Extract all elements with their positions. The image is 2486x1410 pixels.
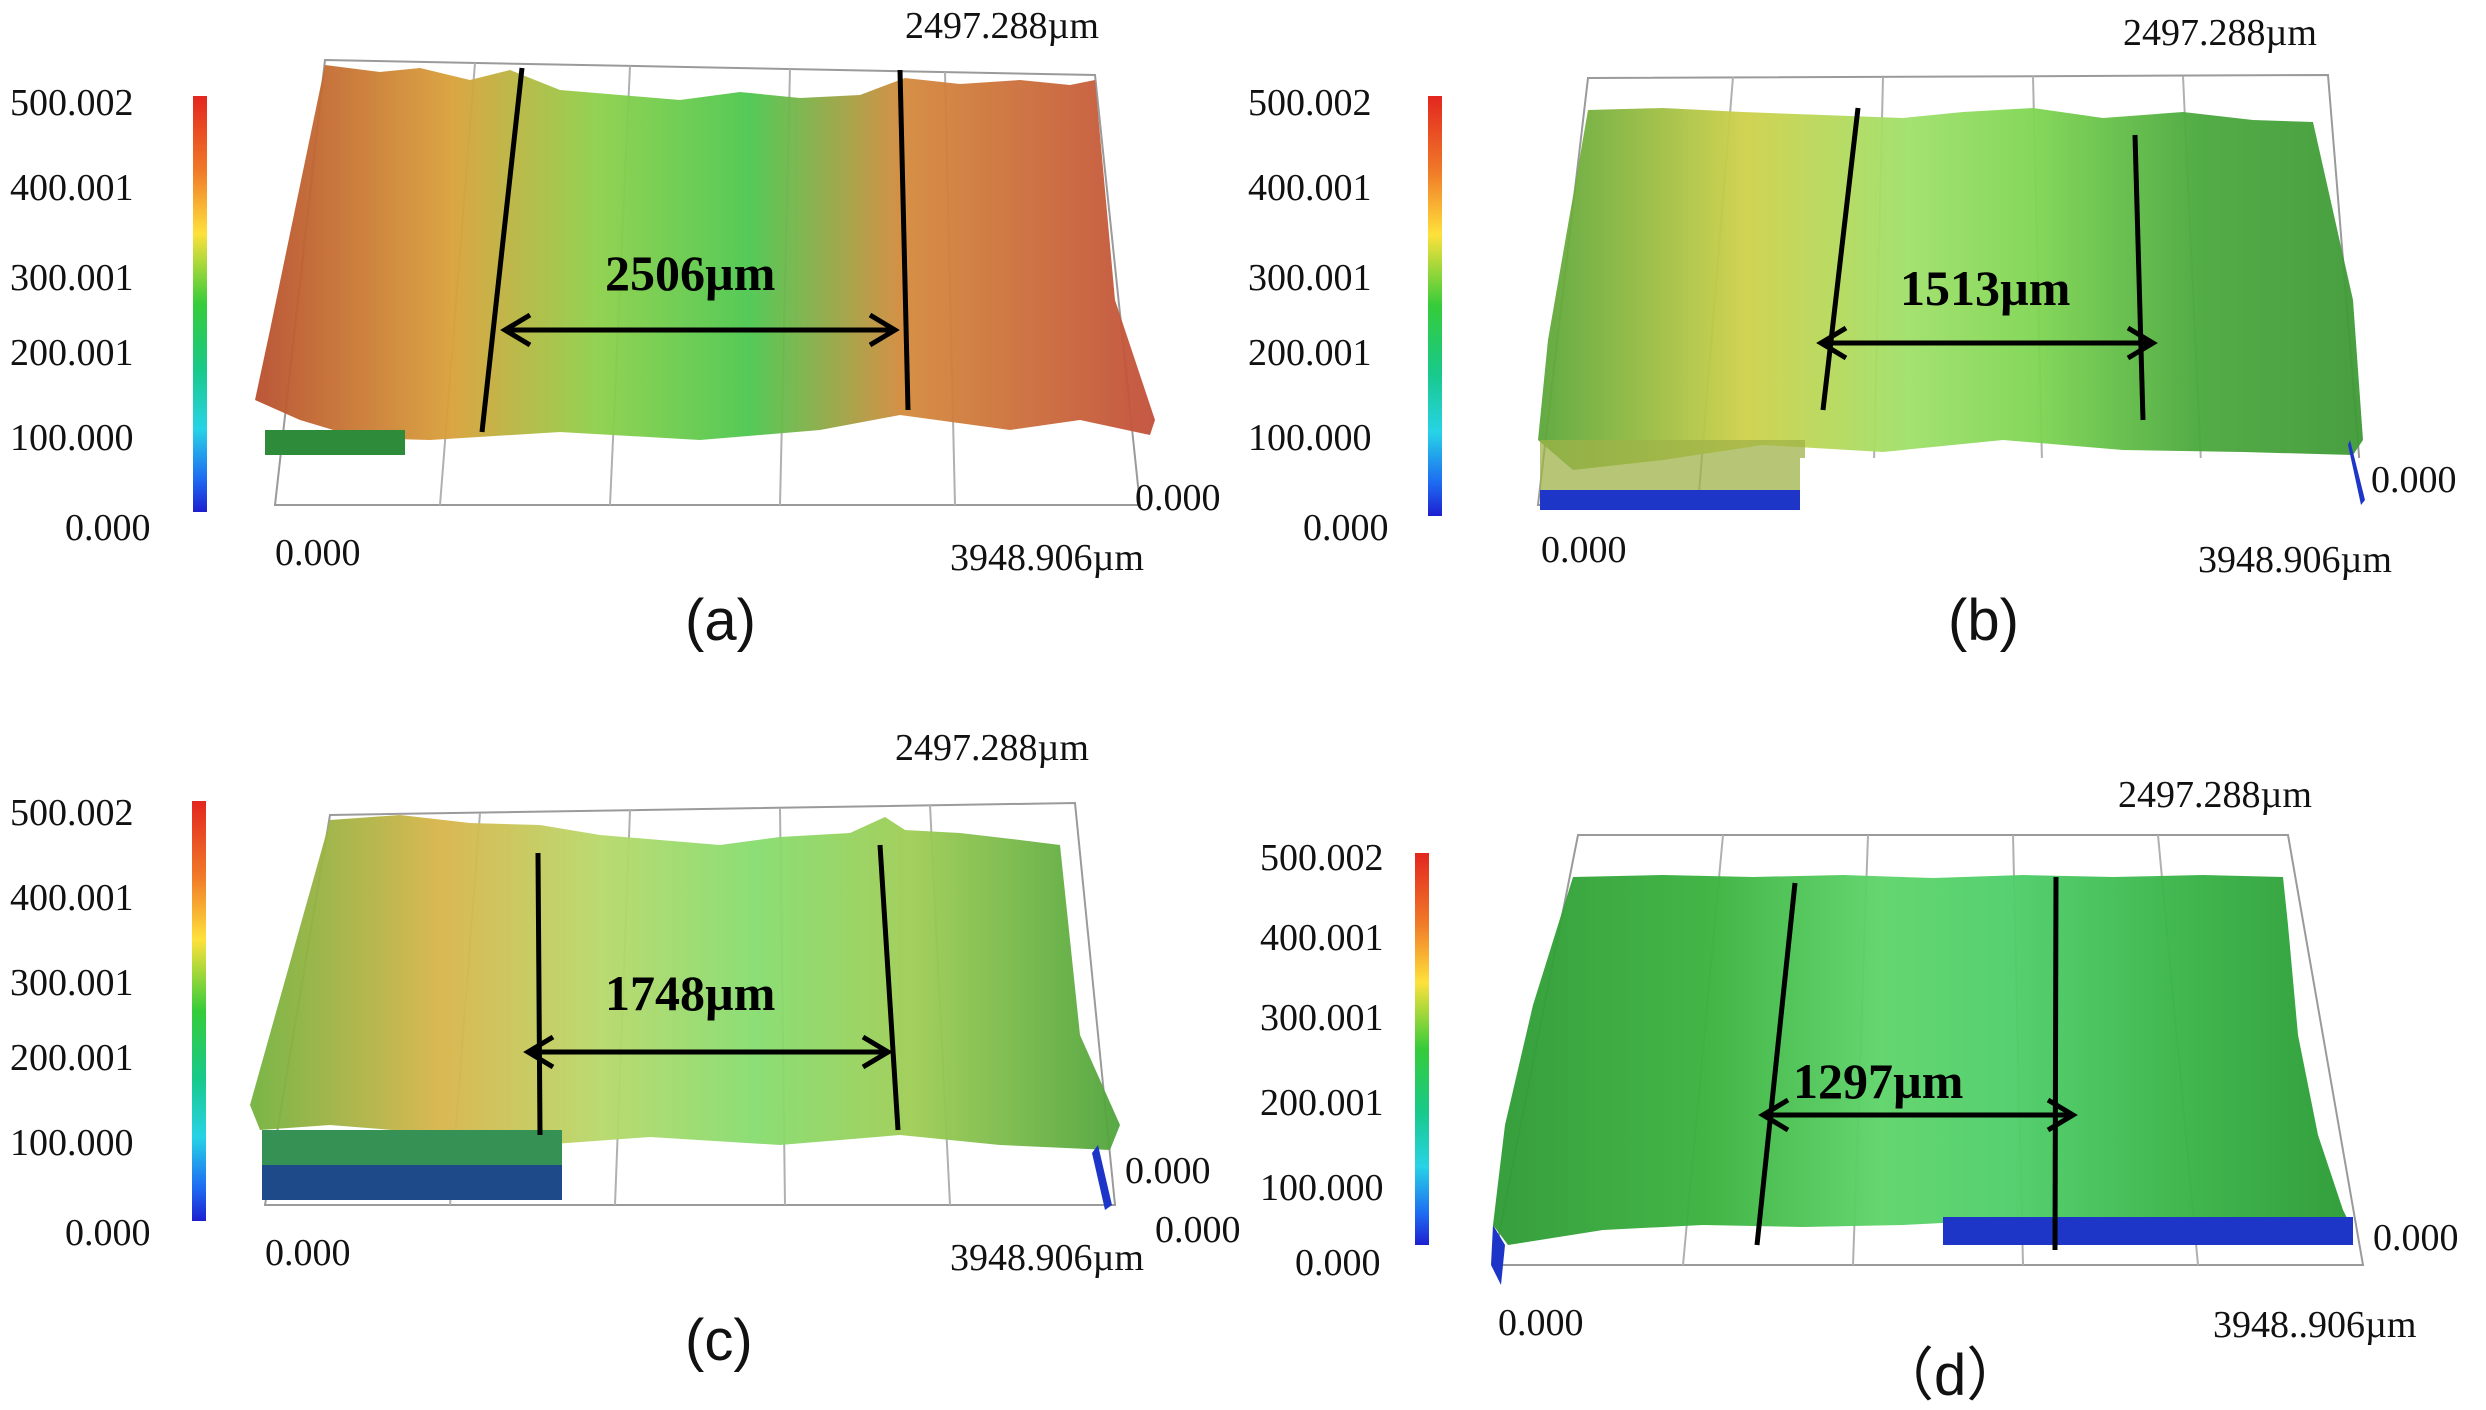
colorbar-tick: 300.001 bbox=[10, 962, 134, 1004]
z-min-label: 0.000 bbox=[1155, 1209, 1241, 1251]
surface-base bbox=[265, 430, 405, 455]
colorbar-tick: 300.001 bbox=[1248, 257, 1372, 299]
z-min-label: 0.000 bbox=[2371, 459, 2457, 501]
colorbar-tick: 0.000 bbox=[65, 1212, 151, 1254]
colorbar-tick: 400.001 bbox=[1248, 167, 1372, 209]
boundary-line bbox=[2052, 876, 2059, 1251]
surface-base bbox=[1540, 490, 1805, 510]
panel-caption: (a) bbox=[685, 588, 756, 653]
colorbar-tick: 500.002 bbox=[10, 792, 134, 834]
panel-a: 500.002 400.001 300.001 200.001 100.000 … bbox=[0, 0, 1243, 705]
boundary-line bbox=[535, 852, 543, 1136]
colorbar-tick: 400.001 bbox=[10, 877, 134, 919]
colorbar-tick: 100.000 bbox=[10, 417, 134, 459]
colorbar-tick: 500.002 bbox=[1248, 82, 1372, 124]
boundary-line bbox=[479, 67, 525, 433]
colorbar-tick: 200.001 bbox=[10, 1037, 134, 1079]
z-min-label: 0.000 bbox=[1135, 477, 1221, 519]
x-max-label: 3948.906µm bbox=[950, 1237, 1144, 1279]
colorbar-tick: 400.001 bbox=[1260, 917, 1384, 959]
colorbar bbox=[1415, 853, 1429, 1245]
x-min-label: 0.000 bbox=[1498, 1302, 1584, 1344]
x-min-label: 0.000 bbox=[1541, 529, 1627, 571]
boundary-line bbox=[1754, 882, 1798, 1246]
colorbar bbox=[192, 801, 206, 1221]
surface-base bbox=[1943, 1217, 2353, 1245]
boundary-line bbox=[1820, 107, 1861, 411]
panel-d: 500.002 400.001 300.001 200.001 100.000 … bbox=[1243, 705, 2486, 1410]
colorbar-tick: 300.001 bbox=[1260, 997, 1384, 1039]
y-max-label: 2497.288µm bbox=[905, 5, 1099, 47]
panel-d-figure: 500.002 400.001 300.001 200.001 100.000 … bbox=[1260, 774, 2459, 1408]
y-max-label: 2497.288µm bbox=[895, 727, 1089, 769]
colorbar-tick: 200.001 bbox=[1260, 1082, 1384, 1124]
measurement-label: 1748µm bbox=[605, 965, 775, 1021]
measurement-label: 1513µm bbox=[1900, 260, 2070, 316]
colorbar bbox=[193, 96, 207, 512]
colorbar-tick: 0.000 bbox=[1303, 507, 1389, 549]
surface bbox=[1538, 108, 2363, 470]
surface bbox=[1493, 875, 2353, 1245]
x-min-label: 0.000 bbox=[265, 1232, 351, 1274]
boundary-line bbox=[897, 69, 911, 411]
colorbar-tick: 400.001 bbox=[10, 167, 134, 209]
colorbar-tick: 100.000 bbox=[1248, 417, 1372, 459]
x-min-label: 0.000 bbox=[275, 532, 361, 574]
colorbar bbox=[1428, 96, 1442, 516]
x-max-label: 3948..906µm bbox=[2213, 1304, 2416, 1346]
measurement-label: 2506µm bbox=[605, 245, 775, 301]
panel-caption: (b) bbox=[1948, 588, 2019, 653]
boundary-line bbox=[877, 844, 901, 1131]
y-max-label: 2497.288µm bbox=[2123, 12, 2317, 54]
z-min-label: 0.000 bbox=[2373, 1217, 2459, 1259]
x-max-label: 3948.906µm bbox=[950, 537, 1144, 579]
panel-b-figure: 500.002 400.001 300.001 200.001 100.000 … bbox=[1248, 12, 2457, 653]
y-max-label: 2497.288µm bbox=[2118, 774, 2312, 816]
panel-a-figure: 500.002 400.001 300.001 200.001 100.000 … bbox=[10, 5, 1221, 653]
surface bbox=[255, 65, 1155, 440]
boundary-line bbox=[2132, 134, 2146, 421]
panel-b: 500.002 400.001 300.001 200.001 100.000 … bbox=[1243, 0, 2486, 705]
colorbar-tick: 0.000 bbox=[65, 507, 151, 549]
x-max-label: 3948.906µm bbox=[2198, 539, 2392, 581]
panel-c: 500.002 400.001 300.001 200.001 100.000 … bbox=[0, 705, 1243, 1410]
colorbar-tick: 100.000 bbox=[10, 1122, 134, 1164]
z-min-label: 0.000 bbox=[1125, 1150, 1211, 1192]
panel-caption: (c) bbox=[685, 1308, 753, 1373]
measurement-label: 1297µm bbox=[1793, 1053, 1963, 1109]
panel-c-figure: 500.002 400.001 300.001 200.001 100.000 … bbox=[10, 727, 1241, 1373]
colorbar-tick: 100.000 bbox=[1260, 1167, 1384, 1209]
colorbar-tick: 500.002 bbox=[10, 82, 134, 124]
colorbar-tick: 200.001 bbox=[1248, 332, 1372, 374]
colorbar-tick: 0.000 bbox=[1295, 1242, 1381, 1284]
surface bbox=[250, 815, 1120, 1150]
colorbar-tick: 200.001 bbox=[10, 332, 134, 374]
colorbar-tick: 500.002 bbox=[1260, 837, 1384, 879]
panel-caption: （d） bbox=[1876, 1343, 2024, 1408]
colorbar-tick: 300.001 bbox=[10, 257, 134, 299]
